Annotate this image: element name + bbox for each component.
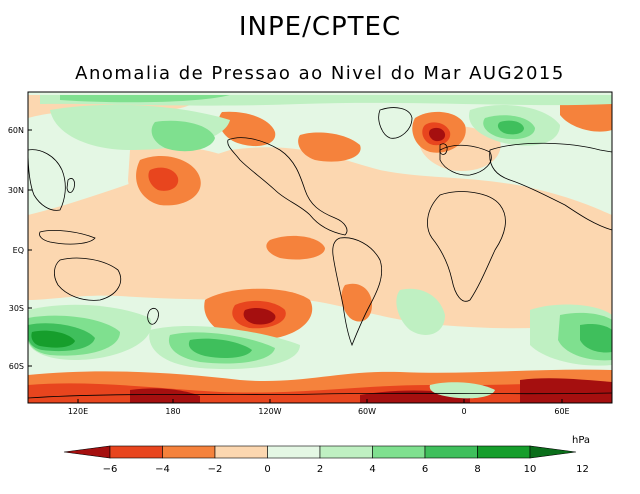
- pos6-siberia: [497, 120, 524, 135]
- south-america-coast: [332, 237, 383, 347]
- lat-label-eq: EQ: [13, 246, 24, 255]
- chart-subtitle: Anomalia de Pressao ao Nivel do Mar AUG2…: [75, 63, 565, 84]
- greenland-coast: [378, 107, 413, 139]
- uk-coast: [439, 143, 448, 155]
- africa-coast: [427, 191, 506, 302]
- pos2-antarctic-coast: [429, 382, 495, 399]
- colorbar: hPa −6 −4 −2 0 2 4 6 8 10 12: [63, 435, 590, 475]
- colorbar-segment: [162, 445, 216, 459]
- lon-label-120e: 120E: [68, 407, 88, 416]
- colorbar-segment: [63, 445, 111, 459]
- colorbar-tick-label: −6: [103, 464, 118, 475]
- antarctica-coast: [28, 392, 612, 399]
- lat-label-30n: 30N: [8, 186, 24, 195]
- neg2-canada: [298, 132, 361, 162]
- lon-label-60e: 60E: [554, 407, 569, 416]
- colorbar-tick-label: 2: [317, 464, 323, 475]
- lat-label-30s: 30S: [9, 304, 24, 313]
- lon-label-180: 180: [165, 407, 180, 416]
- colorbar-segment: [319, 445, 373, 459]
- colorbar-segment: [214, 445, 268, 459]
- lat-label-60n: 60N: [8, 126, 24, 135]
- pos6-south-pacific: [188, 338, 252, 358]
- longitude-axis: 120E 180 120W 60W 0 60E: [68, 399, 570, 416]
- colorbar-segment: [529, 445, 577, 459]
- colorbar-tick-label: −2: [208, 464, 223, 475]
- lon-label-120w: 120W: [258, 407, 281, 416]
- colorbar-segment: [267, 445, 321, 459]
- colorbar-unit: hPa: [572, 435, 590, 446]
- colorbar-segment: [424, 445, 478, 459]
- neg2-arctic-east: [560, 100, 612, 132]
- latitude-axis: 60N 30N EQ 30S 60S: [8, 126, 32, 371]
- lon-label-60w: 60W: [358, 407, 376, 416]
- neg4-north-pacific: [148, 167, 179, 191]
- colorbar-tick-label: 0: [264, 464, 270, 475]
- colorbar-segment: [372, 445, 426, 459]
- pos4-arctic: [60, 95, 230, 103]
- lat-label-60s: 60S: [9, 362, 24, 371]
- chart-title: INPE/CPTEC: [238, 12, 402, 42]
- neg2-equatorial-pacific: [266, 235, 325, 260]
- colorbar-tick-label: −4: [155, 464, 170, 475]
- neg6-antarctic-west: [130, 388, 200, 403]
- neg2-south-america: [341, 283, 372, 322]
- pos8-southern-indian: [31, 330, 75, 348]
- neg2-north-america: [218, 111, 276, 147]
- europe-coast: [439, 144, 492, 176]
- colorbar-segment: [477, 445, 531, 459]
- colorbar-tick-label: 6: [422, 464, 428, 475]
- pos6-southern-ocean-east: [580, 323, 612, 353]
- pos2-south-atlantic: [396, 288, 445, 335]
- japan-coast: [66, 178, 75, 193]
- colorbar-segment: [109, 445, 163, 459]
- coastlines: [28, 107, 612, 399]
- colorbar-tick-label: 4: [369, 464, 375, 475]
- indonesia-coast: [39, 230, 96, 245]
- lon-label-0: 0: [461, 407, 466, 416]
- map-frame: [27, 91, 613, 404]
- north-america-coast: [227, 137, 348, 236]
- east-asia-coast: [28, 149, 66, 211]
- neg6-antarctic-east: [520, 378, 612, 403]
- neg6-north-atlantic: [429, 127, 446, 142]
- colorbar-tick-label: 12: [576, 464, 589, 475]
- pos4-north-pacific: [151, 120, 215, 152]
- asia-coast: [489, 142, 612, 231]
- map-field: [28, 92, 612, 403]
- new-zealand-coast: [147, 308, 159, 325]
- colorbar-tick-label: 10: [524, 464, 537, 475]
- neg6-south-pacific: [243, 307, 276, 325]
- colorbar-tick-label: 8: [474, 464, 480, 475]
- australia-coast: [54, 257, 122, 301]
